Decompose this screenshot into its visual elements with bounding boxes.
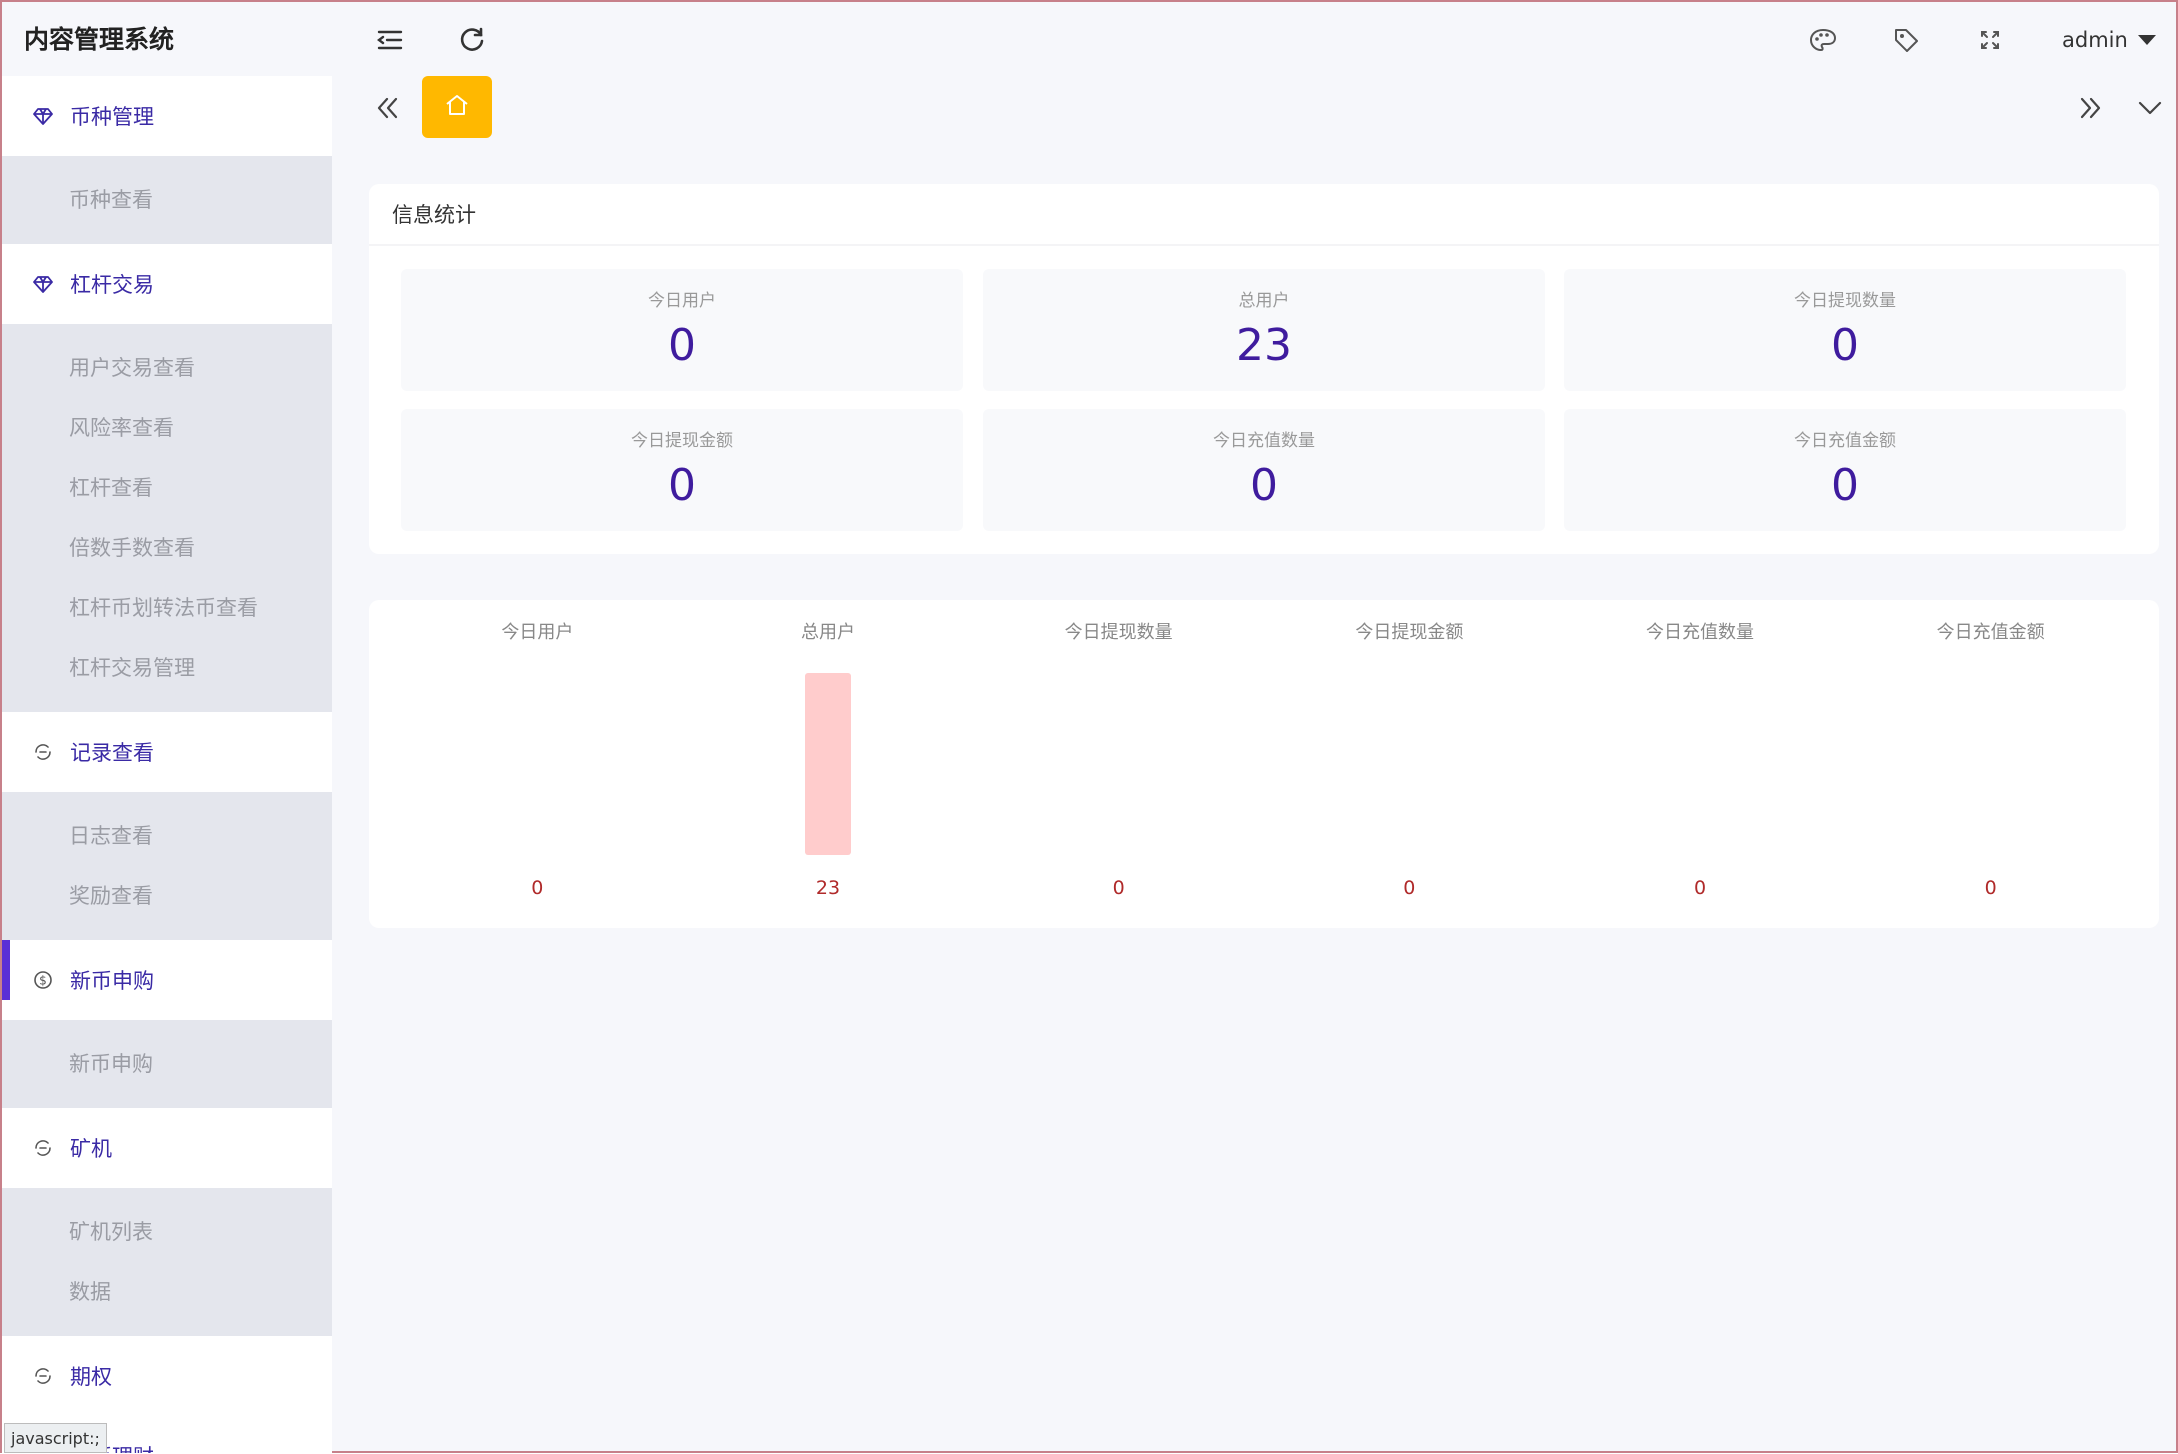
stat-value: 0 [1831, 460, 1859, 511]
tabs-scroll-right-icon[interactable] [2070, 88, 2110, 128]
submenu-new-coin: 新币申购 [2, 1020, 332, 1108]
home-icon [444, 93, 470, 121]
theme-palette-icon[interactable] [1803, 20, 1843, 60]
sidebar-item-user-trade-view[interactable]: 用户交易查看 [69, 356, 195, 380]
circle-arrows-icon [32, 741, 54, 763]
chart-category-label: 今日提现数量 [1065, 622, 1173, 643]
stat-today-deposit-amount: 今日充值金额 0 [1564, 409, 2126, 531]
chart-value-label: 0 [1113, 877, 1125, 899]
refresh-icon[interactable] [453, 20, 493, 60]
chart-value-label: 0 [1403, 877, 1415, 899]
user-menu[interactable]: admin [2062, 20, 2156, 60]
stat-label: 总用户 [1238, 291, 1290, 311]
menu-title-label: 期权 [70, 1365, 112, 1389]
submenu-leverage: 用户交易查看 风险率查看 杠杆查看 倍数手数查看 杠杆币划转法币查看 杠杆交易管… [2, 324, 332, 712]
sidebar-item-reward-view[interactable]: 奖励查看 [69, 884, 153, 908]
menu-group-records: 记录查看 日志查看 奖励查看 [2, 712, 332, 940]
chart-value-label: 23 [816, 877, 840, 899]
stat-value: 0 [1831, 320, 1859, 371]
menu-group-leverage: 杠杆交易 用户交易查看 风险率查看 杠杆查看 倍数手数查看 杠杆币划转法币查看 … [2, 244, 332, 712]
menu-group-mining: 矿机 矿机列表 数据 [2, 1108, 332, 1336]
stat-value: 0 [668, 320, 696, 371]
browser-status-bar: javascript:; [4, 1423, 107, 1453]
menu-title-mining[interactable]: 矿机 [2, 1108, 332, 1188]
stat-label: 今日提现金额 [631, 431, 733, 451]
stats-chart-card: 今日用户 0 总用户 23 今日提现数量 0 今日提现金额 0 今日充值数量 0 今日充值金额 0 [369, 600, 2159, 928]
dollar-circle-icon: $ [32, 969, 54, 991]
sidebar-item-new-coin-subscribe[interactable]: 新币申购 [69, 1052, 153, 1076]
stat-today-withdraw-amount: 今日提现金额 0 [401, 409, 963, 531]
caret-down-icon [2137, 35, 2156, 45]
menu-title-label: 双币理财 [70, 1441, 154, 1453]
menu-group-currency: 币种管理 币种查看 [2, 76, 332, 244]
username-label: admin [2062, 28, 2128, 52]
stat-value: 0 [668, 460, 696, 511]
tag-icon[interactable] [1886, 20, 1926, 60]
stats-bar-chart: 今日用户 0 总用户 23 今日提现数量 0 今日提现金额 0 今日充值数量 0 今日充值金额 0 [501, 622, 2045, 899]
diamond-icon [32, 273, 54, 295]
chart-category-label: 今日用户 [501, 622, 573, 643]
submenu-mining: 矿机列表 数据 [2, 1188, 332, 1336]
submenu-currency: 币种查看 [2, 156, 332, 244]
sidebar-item-leverage-view[interactable]: 杠杆查看 [69, 476, 153, 500]
sidebar-item-risk-rate-view[interactable]: 风险率查看 [69, 416, 174, 440]
tab-home[interactable] [422, 76, 492, 138]
diamond-icon [32, 105, 54, 127]
tabs-dropdown-chevron-down-icon[interactable] [2130, 88, 2170, 128]
sidebar-item-currency-view[interactable]: 币种查看 [69, 188, 153, 212]
chart-value-label: 0 [1985, 877, 1997, 899]
tabs-scroll-left-icon[interactable] [368, 88, 408, 128]
circle-arrows-icon [32, 1365, 54, 1387]
sidebar-item-leverage-transfer-view[interactable]: 杠杆币划转法币查看 [69, 596, 258, 620]
stats-card: 信息统计 今日用户 0 总用户 23 今日提现数量 0 今日提现金额 0 今日充… [369, 184, 2159, 554]
tab-bar [332, 76, 2176, 140]
stat-label: 今日充值金额 [1794, 431, 1896, 451]
sidebar-menu: 币种管理 币种查看 杠杆交易 用户交易查看 风险率查看 杠杆查看 倍数手数查看 … [2, 76, 332, 1453]
stat-today-withdraw-count: 今日提现数量 0 [1564, 269, 2126, 391]
menu-fold-icon[interactable] [370, 20, 410, 60]
menu-title-options[interactable]: 期权 [2, 1336, 332, 1416]
stat-label: 今日充值数量 [1213, 431, 1315, 451]
submenu-records: 日志查看 奖励查看 [2, 792, 332, 940]
sidebar-item-data[interactable]: 数据 [69, 1280, 111, 1304]
stats-card-title: 信息统计 [369, 184, 2159, 246]
stat-value: 0 [1250, 460, 1278, 511]
stat-label: 今日用户 [648, 291, 716, 311]
menu-group-new-coin: $ 新币申购 新币申购 [2, 940, 332, 1108]
menu-title-label: 币种管理 [70, 105, 154, 129]
stat-value: 23 [1236, 320, 1292, 371]
stat-label: 今日提现数量 [1794, 291, 1896, 311]
chart-bar [805, 673, 851, 855]
svg-text:$: $ [39, 974, 47, 988]
sidebar-item-miner-list[interactable]: 矿机列表 [69, 1220, 153, 1244]
sidebar-item-log-view[interactable]: 日志查看 [69, 824, 153, 848]
menu-title-label: 矿机 [70, 1137, 112, 1161]
chart-category-label: 今日充值数量 [1646, 622, 1754, 643]
menu-title-records[interactable]: 记录查看 [2, 712, 332, 792]
menu-title-label: 记录查看 [70, 741, 154, 765]
menu-title-leverage[interactable]: 杠杆交易 [2, 244, 332, 324]
menu-title-new-coin[interactable]: $ 新币申购 [2, 940, 332, 1020]
menu-group-options: 期权 [2, 1336, 332, 1416]
stat-today-users: 今日用户 0 [401, 269, 963, 391]
stat-today-deposit-count: 今日充值数量 0 [983, 409, 1545, 531]
sidebar-item-leverage-trade-manage[interactable]: 杠杆交易管理 [69, 656, 195, 680]
chart-category-label: 今日提现金额 [1355, 622, 1463, 643]
chart-value-label: 0 [531, 877, 543, 899]
fullscreen-icon[interactable] [1970, 20, 2010, 60]
stat-total-users: 总用户 23 [983, 269, 1545, 391]
sidebar-item-multiple-lots-view[interactable]: 倍数手数查看 [69, 536, 195, 560]
menu-title-label: 新币申购 [70, 969, 154, 993]
menu-title-label: 杠杆交易 [70, 273, 154, 297]
menu-title-currency[interactable]: 币种管理 [2, 76, 332, 156]
top-header: 内容管理系统 admin [2, 2, 2176, 76]
chart-category-label: 今日充值金额 [1937, 622, 2045, 643]
circle-arrows-icon [32, 1137, 54, 1159]
chart-category-label: 总用户 [801, 622, 855, 643]
chart-value-label: 0 [1694, 877, 1706, 899]
app-logo-title: 内容管理系统 [24, 25, 175, 54]
